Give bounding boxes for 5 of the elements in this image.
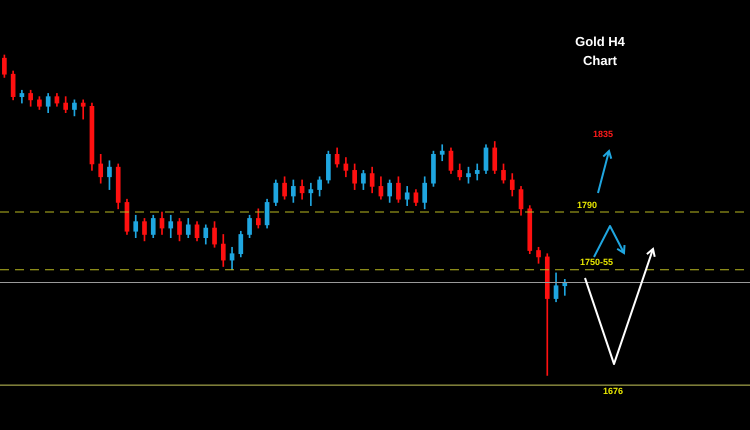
text: 1790 xyxy=(577,200,598,210)
text: 1835 xyxy=(593,129,614,139)
text: 1676 xyxy=(603,386,624,396)
text: Gold H4 Chart xyxy=(574,33,626,70)
text: 1750-55 xyxy=(580,257,614,267)
